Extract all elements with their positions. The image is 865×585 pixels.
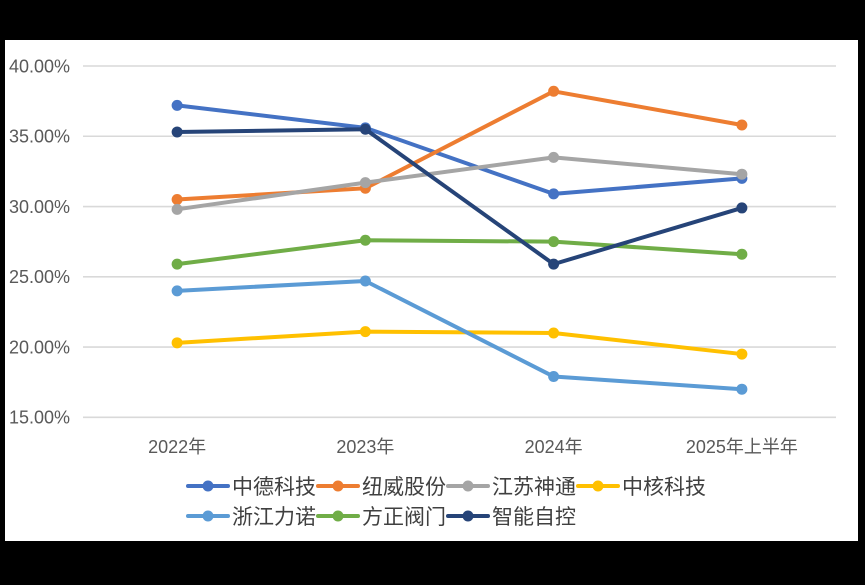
legend-marker-dot xyxy=(202,480,214,492)
series-line-5 xyxy=(175,238,744,267)
data-point xyxy=(548,188,560,200)
data-point xyxy=(359,326,371,338)
y-axis-tick-label: 20.00% xyxy=(9,337,70,357)
line-chart-plot: 40.00% 35.00% 30.00% 25.00% 20.00% 15.00% 2022… xyxy=(9,56,836,457)
series-line-4 xyxy=(175,278,744,392)
legend-line-sample xyxy=(446,480,490,492)
data-point xyxy=(171,126,183,138)
data-point xyxy=(548,258,560,270)
legend-marker-dot xyxy=(332,510,344,522)
data-point xyxy=(171,193,183,205)
legend-line-sample xyxy=(316,480,360,492)
data-point xyxy=(359,275,371,287)
data-point xyxy=(171,337,183,349)
data-point xyxy=(736,202,748,214)
data-point xyxy=(359,234,371,246)
legend-row: 中德科技 纽威股份 江苏神通 中核科技 xyxy=(186,471,706,501)
data-point xyxy=(359,123,371,135)
legend-line-sample xyxy=(576,480,620,492)
legend-line-sample xyxy=(186,510,230,522)
x-axis-category-label: 2022年 xyxy=(148,437,206,457)
data-point xyxy=(736,248,748,260)
data-point xyxy=(171,99,183,111)
legend-line-sample xyxy=(316,510,360,522)
x-axis-category-label: 2023年 xyxy=(336,437,394,457)
series-line-2 xyxy=(175,155,744,212)
data-point xyxy=(736,383,748,395)
legend-marker-dot xyxy=(332,480,344,492)
y-axis-tick-label: 35.00% xyxy=(9,127,70,147)
legend-item: 中德科技 xyxy=(186,471,316,501)
legend-line-sample xyxy=(446,510,490,522)
y-axis-tick-label: 30.00% xyxy=(9,197,70,217)
legend-item: 浙江力诺 xyxy=(186,501,316,531)
legend-item: 中核科技 xyxy=(576,471,706,501)
data-point xyxy=(548,151,560,163)
data-point xyxy=(171,203,183,215)
data-point xyxy=(736,168,748,180)
data-point xyxy=(171,258,183,270)
legend-label: 浙江力诺 xyxy=(232,506,316,529)
series-line-3 xyxy=(175,329,744,357)
data-point xyxy=(548,327,560,339)
legend-label: 智能自控 xyxy=(492,506,576,529)
y-axis-tick-label: 40.00% xyxy=(9,56,70,76)
legend-item: 纽威股份 xyxy=(316,471,446,501)
series-line-0 xyxy=(175,103,744,196)
legend-item: 方正阀门 xyxy=(316,501,446,531)
y-axis-tick-label: 15.00% xyxy=(9,408,70,428)
series-line-6 xyxy=(175,127,744,267)
data-point xyxy=(548,236,560,248)
data-point xyxy=(171,285,183,297)
legend-item: 智能自控 xyxy=(446,501,576,531)
legend-row: 浙江力诺 方正阀门 智能自控 xyxy=(186,501,576,531)
data-point xyxy=(359,177,371,189)
legend-marker-dot xyxy=(592,480,604,492)
legend-marker-dot xyxy=(462,510,474,522)
chart-canvas: 40.00% 35.00% 30.00% 25.00% 20.00% 15.00% 2022… xyxy=(5,40,858,541)
data-point xyxy=(736,348,748,360)
x-axis-category-label: 2025年上半年 xyxy=(686,437,798,457)
legend-label: 江苏神通 xyxy=(492,476,576,499)
legend-line-sample xyxy=(186,480,230,492)
data-point xyxy=(548,85,560,97)
legend-item: 江苏神通 xyxy=(446,471,576,501)
legend-label: 中德科技 xyxy=(232,476,316,499)
x-axis-category-label: 2024年 xyxy=(525,437,583,457)
legend-label: 中核科技 xyxy=(622,476,706,499)
y-axis-tick-label: 25.00% xyxy=(9,267,70,287)
data-point xyxy=(736,119,748,131)
legend-label: 纽威股份 xyxy=(362,476,446,499)
legend-label: 方正阀门 xyxy=(362,506,446,529)
data-point xyxy=(548,371,560,383)
legend-marker-dot xyxy=(202,510,214,522)
legend-marker-dot xyxy=(462,480,474,492)
series-line-1 xyxy=(175,89,744,202)
